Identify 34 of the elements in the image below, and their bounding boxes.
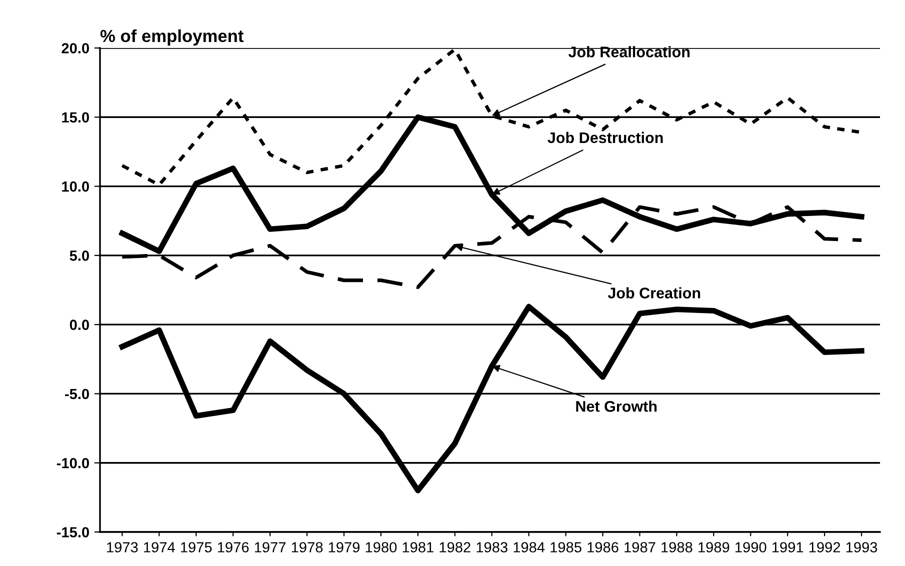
x-tick-label: 1992	[809, 542, 840, 552]
x-tick-label: 1983	[476, 542, 508, 552]
x-tick-label: 1977	[254, 542, 286, 552]
y-tick-label: 5.0	[70, 250, 89, 261]
y-tick-label: 20.0	[62, 43, 89, 54]
y-tick-label: 10.0	[62, 181, 89, 192]
x-tick-label: 1975	[181, 542, 212, 552]
annotation: Job Creation	[608, 287, 700, 298]
x-tick-label: 1974	[144, 542, 175, 552]
x-tick-label: 1982	[440, 542, 470, 552]
annotation: Net Growth	[576, 400, 657, 412]
x-tick-label: 1985	[550, 542, 582, 552]
y-tick-label: -5.0	[65, 388, 89, 400]
y-tick-label: -10.0	[56, 458, 89, 468]
x-tick-label: 1987	[624, 542, 656, 552]
x-tick-label: 1976	[218, 542, 249, 552]
x-tick-label: 1990	[736, 542, 766, 552]
x-tick-label: 1986	[588, 542, 618, 552]
annotation: Job Reallocation	[568, 46, 690, 58]
y-tick-label: -15.0	[56, 527, 89, 538]
x-tick-label: 1993	[846, 542, 878, 552]
x-tick-label: 1988	[662, 542, 692, 552]
y-axis-title: % of employment	[100, 29, 244, 46]
annotation: Job Destruction	[548, 132, 663, 144]
x-tick-label: 1973	[107, 542, 138, 552]
x-tick-label: 1980	[366, 542, 397, 552]
y-tick-label: 15.0	[62, 112, 89, 123]
x-tick-label: 1991	[772, 542, 804, 552]
x-tick-label: 1979	[328, 542, 360, 552]
x-tick-label: 1984	[514, 542, 545, 552]
x-tick-label: 1989	[698, 542, 730, 552]
x-tick-label: 1981	[402, 542, 434, 552]
x-tick-label: 1978	[292, 542, 323, 552]
y-tick-label: 0.0	[70, 320, 89, 330]
